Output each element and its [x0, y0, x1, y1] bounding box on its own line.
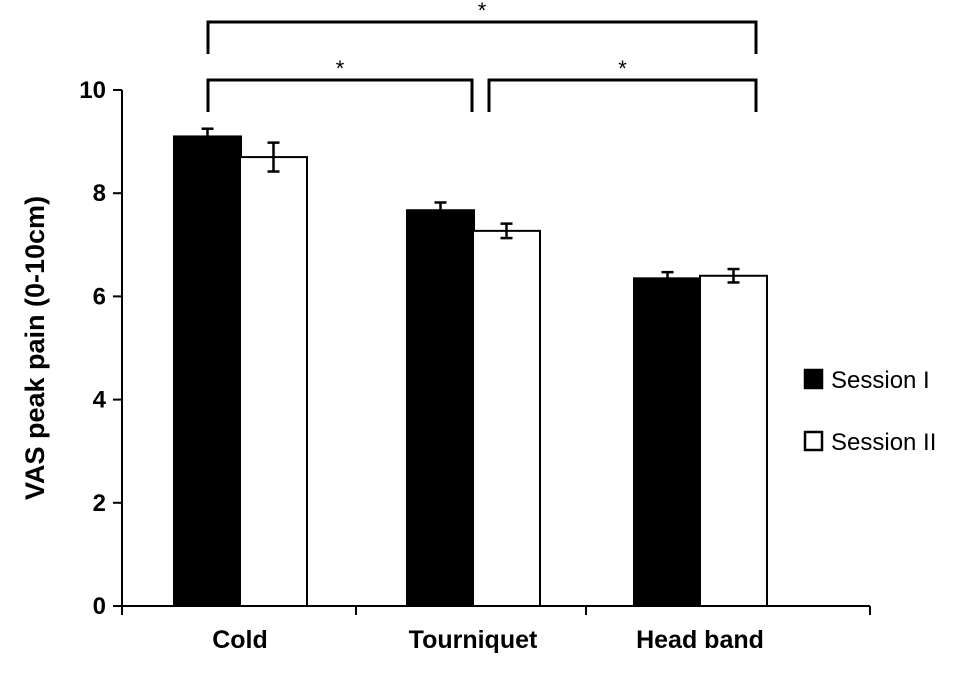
significance-marker: * — [618, 56, 627, 81]
plot-area: 0 2 4 6 8 10 Cold Tourniquet Head band * * * — [79, 0, 871, 654]
y-tick-label: 4 — [93, 387, 107, 414]
legend-label: Session I — [831, 367, 930, 394]
y-tick-label: 10 — [79, 77, 106, 104]
bar-session-1 — [173, 135, 242, 607]
x-category-label: Cold — [212, 626, 268, 654]
bar-session-2 — [239, 156, 308, 608]
bar-session-1 — [633, 277, 702, 607]
legend-label: Session II — [831, 429, 936, 456]
y-tick-label: 0 — [93, 593, 106, 620]
bar-session-2 — [472, 229, 541, 607]
x-category-label: Tourniquet — [409, 626, 538, 654]
y-tick-label: 6 — [93, 283, 106, 310]
legend-swatch — [803, 368, 824, 390]
significance-marker: * — [478, 0, 487, 23]
significance-bracket — [206, 20, 758, 54]
y-tick-label: 8 — [93, 180, 106, 207]
significance-bracket — [206, 78, 474, 112]
bar-session-2 — [699, 274, 768, 607]
legend: Session I Session II — [803, 367, 936, 456]
bar-session-1 — [406, 209, 475, 607]
significance-bracket — [487, 78, 758, 112]
x-category-label: Head band — [636, 626, 764, 654]
significance-marker: * — [336, 56, 345, 81]
legend-swatch — [803, 430, 824, 452]
y-tick-label: 2 — [93, 490, 106, 517]
y-axis-label: VAS peak pain (0-10cm) — [20, 196, 50, 500]
